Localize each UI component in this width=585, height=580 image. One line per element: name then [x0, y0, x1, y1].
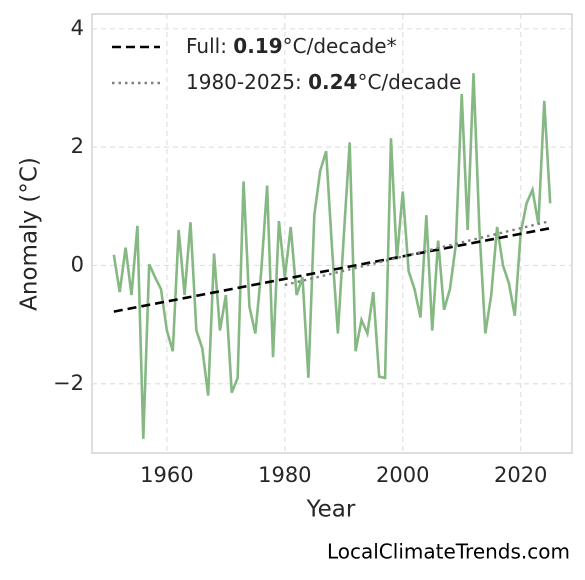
y-tick-label: −2: [53, 371, 84, 395]
x-tick-label: 1960: [140, 463, 193, 487]
legend-label-part: Full:: [186, 34, 233, 58]
x-tick-label: 2000: [376, 463, 429, 487]
x-tick-label: 1980: [258, 463, 311, 487]
legend-label: 1980-2025: 0.24°C/decade: [186, 70, 461, 94]
x-axis-label: Year: [306, 497, 356, 523]
legend-label-part: 1980-2025:: [186, 70, 308, 94]
y-tick-label: 2: [71, 134, 84, 158]
legend-label-part: 0.19: [233, 34, 282, 58]
y-tick-label: 0: [71, 252, 84, 276]
y-axis-label: Anomaly (°C): [17, 157, 43, 311]
y-tick-label: 4: [71, 16, 84, 40]
legend-label: Full: 0.19°C/decade*: [186, 34, 397, 58]
plot-frame: [91, 13, 573, 454]
legend-label-part: 0.24: [308, 70, 357, 94]
watermark: LocalClimateTrends.com: [327, 540, 570, 564]
legend-label-part: °C/decade*: [283, 34, 397, 58]
data-line: [112, 73, 552, 439]
legend-label-part: °C/decade: [357, 70, 461, 94]
data-line: [113, 226, 551, 313]
x-tick-label: 2020: [494, 463, 547, 487]
